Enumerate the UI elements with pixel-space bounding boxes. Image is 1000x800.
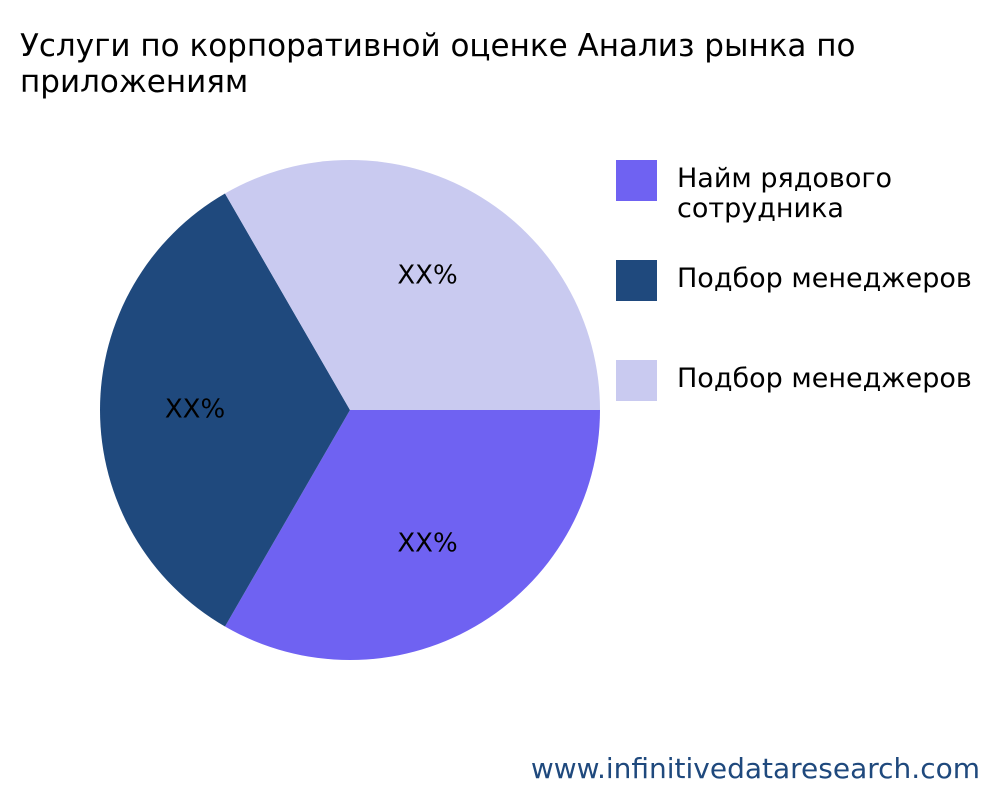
legend-swatch: [616, 360, 657, 401]
legend-label: Подбор менеджеров: [677, 363, 972, 394]
chart: XX% XX% XX%: [100, 160, 600, 660]
data-label: XX%: [397, 529, 457, 559]
source: www.infinitivedataresearch.com: [530, 752, 980, 785]
pie-slice: [225, 160, 600, 410]
legend-item: Подбор менеджеров: [616, 360, 996, 401]
legend-swatch: [616, 160, 657, 201]
pie-slice: [225, 410, 600, 660]
legend-item: Подбор менеджеров: [616, 260, 996, 301]
chart-title: Услуги по корпоративной оценке Анализ ры…: [20, 28, 856, 100]
data-label: XX%: [397, 260, 457, 290]
legend-label: Найм рядового сотрудника: [677, 163, 893, 224]
data-label: XX%: [165, 395, 225, 425]
legend-label: Подбор менеджеров: [677, 263, 972, 294]
legend-swatch: [616, 260, 657, 301]
legend-item: Найм рядового сотрудника: [616, 160, 996, 224]
